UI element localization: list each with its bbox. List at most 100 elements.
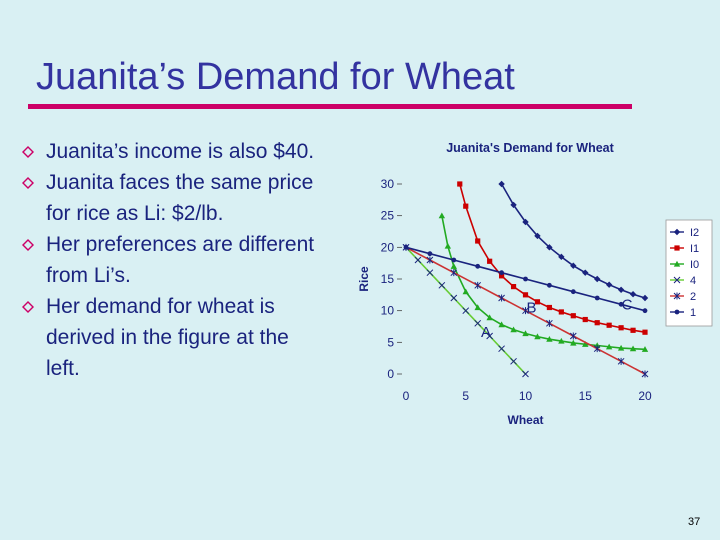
legend-box — [665, 219, 713, 327]
data-point — [451, 257, 457, 263]
data-point — [674, 309, 680, 315]
y-tick-label: 30 — [381, 177, 395, 191]
data-point — [426, 256, 434, 264]
data-point — [569, 332, 577, 340]
data-point — [570, 313, 576, 319]
data-point — [629, 345, 637, 352]
data-point — [641, 294, 649, 302]
data-point — [457, 181, 463, 187]
point-label-C: C — [622, 296, 633, 313]
data-point — [534, 299, 541, 305]
y-tick-label: 20 — [381, 240, 395, 254]
data-point — [605, 343, 613, 350]
data-point — [546, 335, 553, 342]
data-point — [582, 269, 589, 276]
y-axis-label: Rice — [357, 266, 371, 292]
data-point — [547, 282, 552, 288]
legend-label-I2: I2 — [690, 227, 699, 239]
x-tick-label: 20 — [638, 389, 652, 403]
data-point — [673, 260, 681, 267]
data-point — [546, 304, 552, 311]
series-line-I2 — [500, 183, 646, 299]
data-point — [546, 319, 553, 327]
data-point — [522, 292, 529, 298]
data-point — [474, 319, 482, 327]
data-point — [510, 284, 517, 290]
data-point — [499, 270, 504, 276]
bullet-text: Her demand for wheat is derived in the f… — [46, 295, 289, 380]
data-point — [450, 294, 458, 302]
data-point — [462, 307, 470, 315]
data-point — [594, 295, 600, 301]
legend-label-I0: I0 — [690, 259, 699, 271]
data-point — [498, 321, 505, 328]
data-point — [673, 292, 681, 300]
data-point — [674, 245, 680, 251]
slide-title: Juanita’s Demand for Wheat — [36, 56, 515, 98]
chart-container: Juanita's Demand for Wheat 0 5 10 15 20 25 30 0 5… — [350, 130, 720, 430]
data-point — [558, 309, 564, 315]
bullet-text: Juanita’s income is also $40. — [46, 140, 315, 163]
data-point — [570, 289, 576, 295]
data-point — [594, 320, 600, 326]
data-point — [522, 330, 529, 337]
y-tick-label: 5 — [387, 335, 394, 349]
chart-title: Juanita's Demand for Wheat — [446, 141, 614, 155]
data-point — [642, 308, 648, 314]
data-point — [641, 346, 649, 352]
data-point — [605, 281, 613, 288]
data-point — [593, 345, 601, 353]
data-point — [450, 263, 457, 269]
data-point — [594, 275, 601, 283]
diamond-bullet-icon — [22, 177, 34, 189]
y-tick-label: 15 — [381, 272, 395, 286]
data-point — [582, 341, 589, 347]
data-point — [450, 269, 458, 277]
data-point — [498, 345, 505, 353]
legend-label-1: 1 — [690, 307, 696, 319]
y-tick-label: 25 — [381, 209, 395, 223]
data-point — [463, 203, 469, 209]
data-point — [534, 333, 541, 340]
data-point — [522, 370, 529, 378]
data-point — [558, 337, 565, 344]
data-point — [475, 238, 481, 244]
data-point — [438, 212, 446, 219]
x-tick-label: 15 — [579, 389, 593, 403]
data-point — [522, 218, 529, 226]
legend-label-4: 4 — [690, 275, 696, 287]
title-rule — [28, 104, 632, 109]
data-point — [499, 273, 505, 279]
bullet-item: Her demand for wheat is derived in the f… — [20, 291, 320, 384]
x-tick-label: 5 — [462, 389, 469, 403]
y-tick-label: 10 — [381, 304, 395, 318]
demand-chart: Juanita's Demand for Wheat 0 5 10 15 20 25 30 0 5… — [357, 141, 713, 427]
data-point — [486, 314, 493, 321]
data-point — [673, 228, 681, 236]
point-label-B: B — [526, 300, 536, 317]
data-point — [414, 256, 422, 264]
legend-label-2: 2 — [690, 291, 696, 303]
data-point — [618, 301, 624, 307]
data-point — [427, 251, 433, 257]
data-point — [510, 326, 517, 333]
data-point — [475, 263, 481, 269]
diamond-bullet-icon — [22, 301, 34, 313]
diamond-bullet-icon — [22, 146, 34, 158]
data-point — [673, 276, 681, 284]
page-number: 37 — [688, 516, 701, 528]
data-point — [630, 327, 636, 333]
data-point — [444, 242, 452, 249]
bullet-item: Juanita’s income is also $40. — [20, 136, 320, 167]
bullet-text: Her preferences are different from Li’s. — [46, 233, 315, 287]
data-point — [486, 332, 494, 340]
bullet-text: Juanita faces the same price for rice as… — [46, 171, 314, 225]
legend-label-I1: I1 — [690, 243, 699, 255]
bullet-item: Her preferences are different from Li’s. — [20, 229, 320, 291]
data-point — [641, 370, 649, 378]
point-label-A: A — [481, 324, 491, 341]
bullet-list: Juanita’s income is also $40. Juanita fa… — [20, 136, 320, 384]
x-tick-label: 0 — [403, 389, 410, 403]
data-point — [510, 357, 517, 365]
data-point — [523, 276, 528, 282]
